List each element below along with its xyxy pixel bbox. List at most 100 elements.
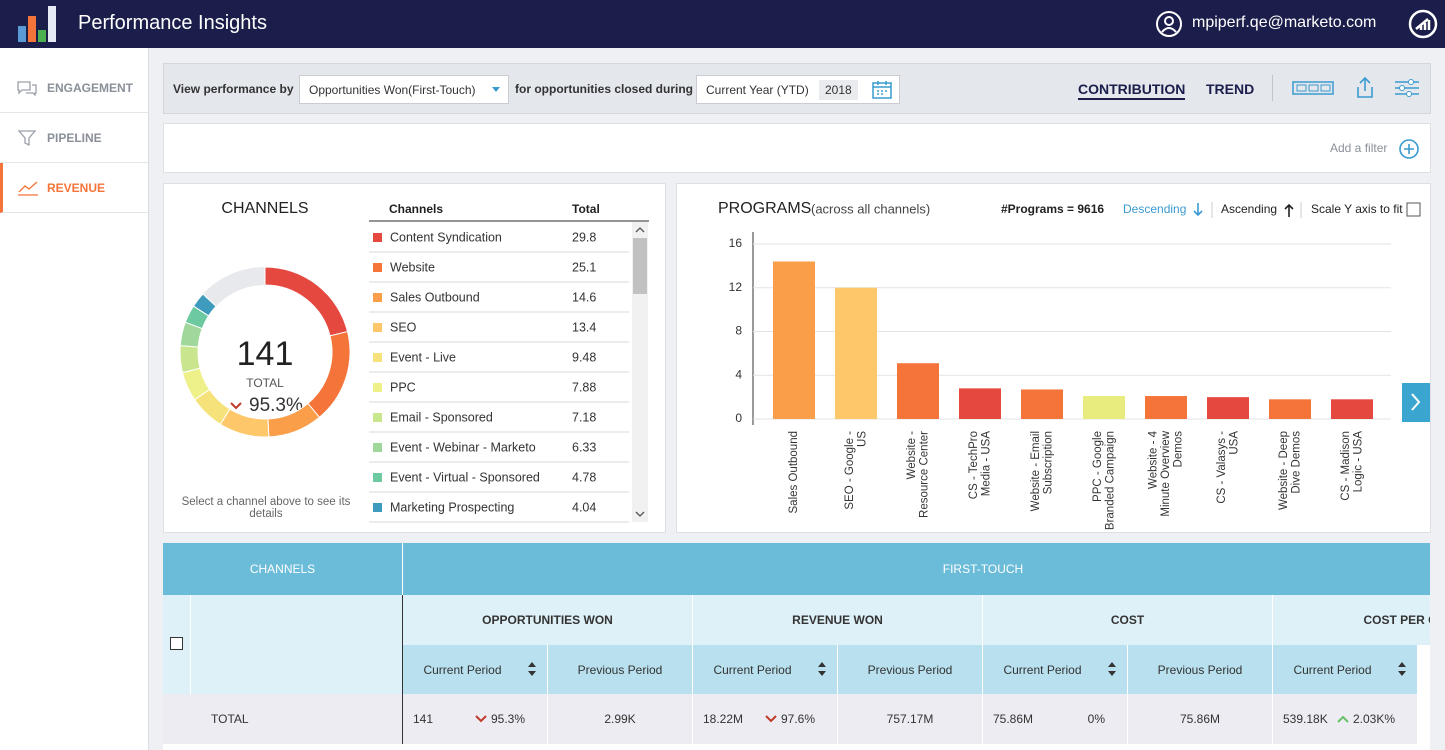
bar xyxy=(1207,397,1249,419)
column-header[interactable]: Previous Period xyxy=(1128,645,1273,694)
bar xyxy=(835,288,877,419)
y-tick-label: 0 xyxy=(735,411,742,425)
nav-item[interactable]: ENGAGEMENT xyxy=(0,63,148,113)
marketo-icon[interactable] xyxy=(1408,9,1438,39)
x-tick-label: PPC - GoogleBranded Campaign xyxy=(1092,431,1117,530)
cell-value: 757.17M xyxy=(887,712,934,726)
total-cell: 757.17M xyxy=(838,694,983,744)
row-blank xyxy=(163,694,190,744)
channel-name: SEO xyxy=(390,320,417,334)
cell-value: 539.18K xyxy=(1283,712,1328,726)
nav-label: ENGAGEMENT xyxy=(47,81,133,95)
column-label: Current Period xyxy=(713,663,791,677)
programs-panel: PROGRAMS (across all channels) #Programs… xyxy=(676,183,1431,533)
settings-icon[interactable] xyxy=(1394,78,1420,98)
channel-total: 25.1 xyxy=(572,260,596,274)
nav-item[interactable]: PIPELINE xyxy=(0,113,148,163)
channels-panel: CHANNELS 141 TOTAL 95.3% Select a channe… xyxy=(163,183,666,533)
channel-name: Event - Webinar - Marketo xyxy=(390,440,536,454)
donut-segment xyxy=(180,346,200,373)
column-label: Current Period xyxy=(1003,663,1081,677)
next-button[interactable] xyxy=(1402,383,1430,422)
export-icon[interactable] xyxy=(1355,76,1375,100)
nav-item-active[interactable]: REVENUE xyxy=(0,163,148,213)
user-icon[interactable] xyxy=(1155,10,1183,38)
donut-total-label: TOTAL xyxy=(246,376,284,390)
column-label: Previous Period xyxy=(868,663,953,677)
nav-label: PIPELINE xyxy=(47,131,102,145)
programs-chart: PROGRAMS (across all channels) #Programs… xyxy=(677,184,1430,532)
cell-value: 141 xyxy=(413,712,433,726)
channel-name: PPC xyxy=(390,380,416,394)
channel-total: 13.4 xyxy=(572,320,596,334)
total-cell: 75.86M xyxy=(1128,694,1273,744)
legend-swatch xyxy=(373,353,382,362)
legend-swatch xyxy=(373,263,382,272)
sort-ascending[interactable]: Ascending xyxy=(1221,202,1277,216)
column-header[interactable]: Current Period xyxy=(1273,645,1418,694)
nav-label: REVENUE xyxy=(47,181,105,195)
tab-active[interactable]: CONTRIBUTION xyxy=(1078,81,1185,100)
chart-subtitle: (across all channels) xyxy=(811,201,930,216)
bar xyxy=(897,363,939,419)
legend-swatch xyxy=(373,503,382,512)
channel-total: 29.8 xyxy=(572,230,596,244)
x-tick-label: Website - 4Minute OverviewDemos xyxy=(1148,430,1185,516)
x-tick-label: Website -Resource Center xyxy=(906,431,931,518)
app-title: Performance Insights xyxy=(78,12,267,35)
year-value: 2018 xyxy=(819,80,858,100)
channel-name: Sales Outbound xyxy=(390,290,480,304)
row-label: TOTAL xyxy=(190,694,403,744)
column-header[interactable]: Previous Period xyxy=(838,645,983,694)
toolbar-label: View performance by xyxy=(173,82,294,96)
channel-name: Event - Virtual - Sponsored xyxy=(390,470,540,484)
column-header[interactable]: Previous Period xyxy=(548,645,693,694)
cell-change: 2.03K% xyxy=(1337,712,1395,726)
cell-change: 95.3% xyxy=(475,712,525,726)
column-label: Previous Period xyxy=(578,663,663,677)
column-header[interactable]: Current Period xyxy=(983,645,1128,694)
select-all[interactable] xyxy=(170,637,183,650)
column-header[interactable]: Current Period xyxy=(693,645,838,694)
column-label: Current Period xyxy=(1293,663,1371,677)
cell-value: 75.86M xyxy=(993,712,1033,726)
legend-swatch xyxy=(373,233,382,242)
logo xyxy=(14,4,62,44)
scale-fit-checkbox[interactable] xyxy=(1407,203,1420,216)
metric-header: REVENUE WON xyxy=(693,595,983,645)
x-tick-label: SEO - Google -US xyxy=(844,431,869,510)
channel-name: Marketing Prospecting xyxy=(390,500,514,514)
bar xyxy=(1021,389,1063,419)
legend-swatch xyxy=(373,323,382,332)
legend-swatch xyxy=(373,413,382,422)
tab[interactable]: TREND xyxy=(1206,81,1254,97)
sidebar: ENGAGEMENT PIPELINE REVENUE xyxy=(0,48,149,750)
metric-dropdown[interactable]: Opportunities Won(First-Touch) xyxy=(299,75,509,104)
bar xyxy=(1083,396,1125,419)
calendar-icon[interactable] xyxy=(871,79,893,100)
view-icon[interactable] xyxy=(1292,79,1336,97)
column-header[interactable]: Current Period xyxy=(403,645,548,694)
add-filter-label[interactable]: Add a filter xyxy=(1330,141,1387,155)
legend-swatch xyxy=(373,293,382,302)
total-cell: 141 95.3% xyxy=(403,694,548,744)
add-filter-icon[interactable] xyxy=(1398,138,1420,160)
header-blank xyxy=(190,595,403,694)
chart-title: PROGRAMS xyxy=(718,200,811,217)
channel-total: 14.6 xyxy=(572,290,596,304)
channel-total: 9.48 xyxy=(572,350,596,364)
legend-swatch xyxy=(373,383,382,392)
program-count: #Programs = 9616 xyxy=(1001,202,1104,216)
filter-bar: Add a filter xyxy=(163,123,1431,173)
x-tick-label: Website - DeepDive Demos xyxy=(1278,431,1303,510)
y-tick-label: 8 xyxy=(735,324,742,338)
period-picker[interactable]: Current Year (YTD) 2018 xyxy=(696,75,900,104)
y-tick-label: 4 xyxy=(735,367,742,381)
donut-segment xyxy=(265,267,348,336)
total-cell: 539.18K 2.03K% xyxy=(1273,694,1418,744)
user-email[interactable]: mpiperf.qe@marketo.com xyxy=(1192,14,1376,32)
column-label: Current Period xyxy=(423,663,501,677)
sort-descending[interactable]: Descending xyxy=(1123,202,1186,216)
y-tick-label: 16 xyxy=(729,236,743,250)
